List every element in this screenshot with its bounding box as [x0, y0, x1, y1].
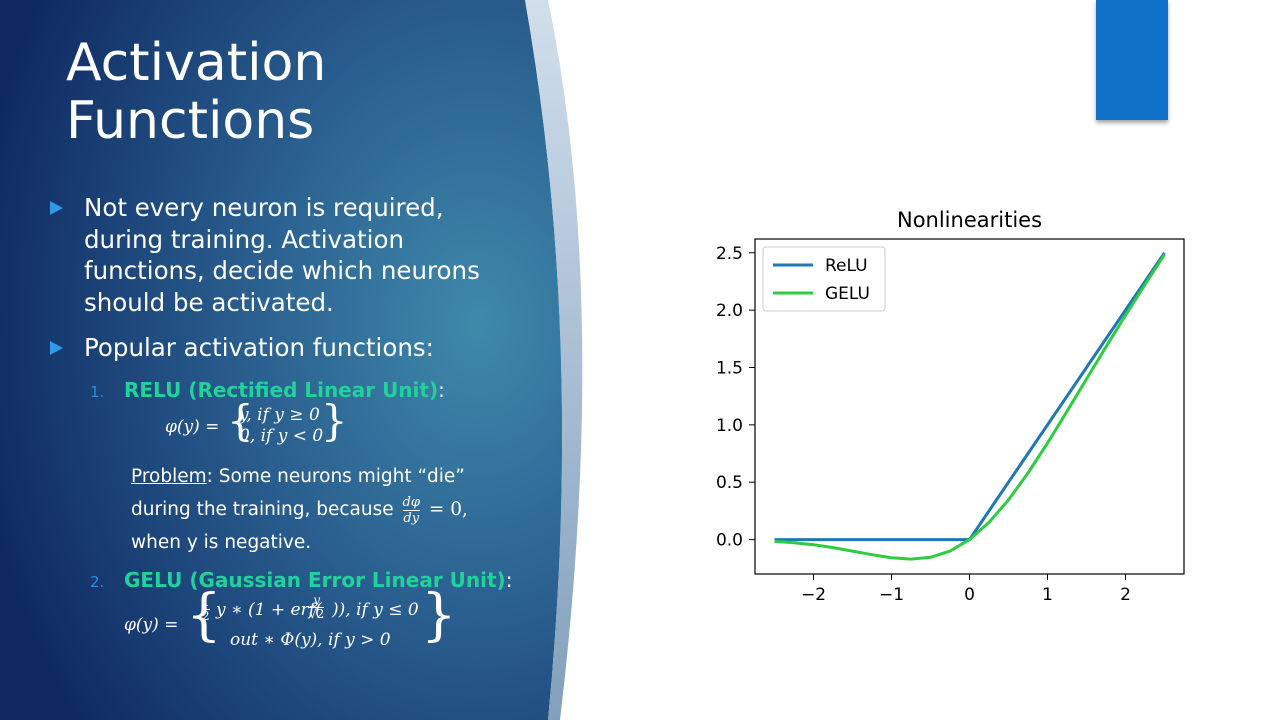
bullet-item: Popular activation functions:: [50, 332, 530, 364]
relu-left-brace: {: [227, 396, 254, 445]
x-tick-label: −1: [879, 585, 904, 605]
accent-rectangle: [1096, 0, 1168, 120]
relu-colon: :: [438, 378, 445, 402]
problem-label: Problem: [131, 466, 207, 487]
problem-line-1: Problem: Some neurons might “die”: [131, 460, 531, 493]
legend-label-gelu: GELU: [825, 284, 870, 304]
derivative-fraction: dφ dy: [402, 494, 420, 526]
gelu-right-brace: }: [421, 583, 457, 648]
nonlinearities-chart: Nonlinearities −2 −1 0 1 2 0.0 0.5 1.0 1.5 2.0 2.5 R…: [716, 208, 1185, 605]
y-tick-label: 2.5: [716, 244, 743, 264]
legend-box: [762, 246, 886, 312]
gelu-left-brace: {: [186, 583, 222, 648]
y-tick-label: 1.5: [716, 358, 743, 378]
gelu-formula: φ(y) = { 1 2 y ∗ (1 + erf( y √2 )), if y…: [124, 588, 457, 654]
problem-text-2: during the training, because: [131, 499, 394, 520]
bullet-text: Popular activation functions:: [84, 333, 434, 362]
gelu-case-2: out ∗ Φ(y), if y > 0: [230, 630, 391, 650]
relu-case-2: 0, if y < 0: [239, 426, 324, 446]
x-tick-label: 2: [1120, 585, 1131, 605]
relu-number: 1.: [90, 383, 105, 401]
relu-subitem: 1. RELU (Rectified Linear Unit):: [90, 378, 530, 404]
legend-label-relu: ReLU: [825, 256, 868, 276]
bullet-item: Not every neuron is required, during tra…: [50, 192, 530, 318]
x-tick-label: −2: [801, 585, 826, 605]
relu-formula: φ(y) = { y, if y ≥ 0 0, if y < 0 }: [165, 400, 365, 450]
sqrt-denominator: √2: [309, 607, 325, 621]
series-line-gelu: [774, 253, 1166, 561]
x-tick-label: 1: [1042, 585, 1053, 605]
gelu-case-1a: y ∗ (1 + erf(: [216, 600, 322, 620]
x-tick-label: 0: [964, 585, 975, 605]
half-numerator: 1: [202, 595, 210, 610]
relu-name: RELU (Rectified Linear Unit): [124, 378, 439, 402]
chart-title: Nonlinearities: [897, 208, 1042, 232]
bullet-list: Not every neuron is required, during tra…: [50, 192, 530, 378]
problem-line-3: when y is negative.: [131, 532, 312, 553]
half-denominator: 2: [202, 609, 210, 623]
bullet-text: Not every neuron is required, during tra…: [84, 193, 480, 317]
fraction-numerator: dφ: [402, 494, 420, 511]
problem-text-1: : Some neurons might “die”: [206, 466, 465, 487]
panel-ribbon: [525, 0, 583, 720]
relu-formula-lhs: φ(y) =: [165, 417, 220, 437]
sqrt-fraction: y √2: [309, 594, 325, 621]
panel-shape: [0, 0, 563, 720]
fraction-denominator: dy: [403, 510, 420, 526]
gelu-name: GELU (Gaussian Error Linear Unit): [124, 568, 506, 592]
bullet-arrow-icon: [50, 341, 63, 355]
problem-paragraph: Problem: Some neurons might “die” during…: [131, 460, 531, 559]
problem-text-3: = 0,: [428, 499, 468, 520]
title-line-2: Functions: [66, 91, 315, 151]
gelu-number: 2.: [90, 573, 105, 591]
y-tick-label: 2.0: [716, 301, 743, 321]
gelu-colon: :: [505, 568, 513, 592]
gelu-heading: 2. GELU (Gaussian Error Linear Unit):: [90, 568, 530, 594]
bullet-arrow-icon: [50, 201, 63, 215]
problem-line-2: during the training, because dφ dy = 0,: [131, 493, 531, 526]
gelu-case-1b: )), if y ≤ 0: [332, 600, 419, 620]
half-fraction: 1 2: [202, 596, 210, 623]
title-line-1: Activation: [66, 33, 327, 93]
y-tick-label: 0.0: [716, 531, 743, 551]
sqrt-numerator: y: [309, 594, 325, 608]
relu-case-1: y, if y ≥ 0: [239, 405, 320, 425]
gelu-formula-lhs: φ(y) =: [124, 615, 179, 635]
gelu-subitem: 2. GELU (Gaussian Error Linear Unit):: [90, 568, 530, 594]
slide-title: Activation Functions: [66, 34, 526, 150]
y-tick-label: 1.0: [716, 416, 743, 436]
relu-right-brace: }: [321, 396, 348, 445]
y-tick-label: 0.5: [716, 473, 743, 493]
relu-heading: 1. RELU (Rectified Linear Unit):: [90, 378, 530, 404]
